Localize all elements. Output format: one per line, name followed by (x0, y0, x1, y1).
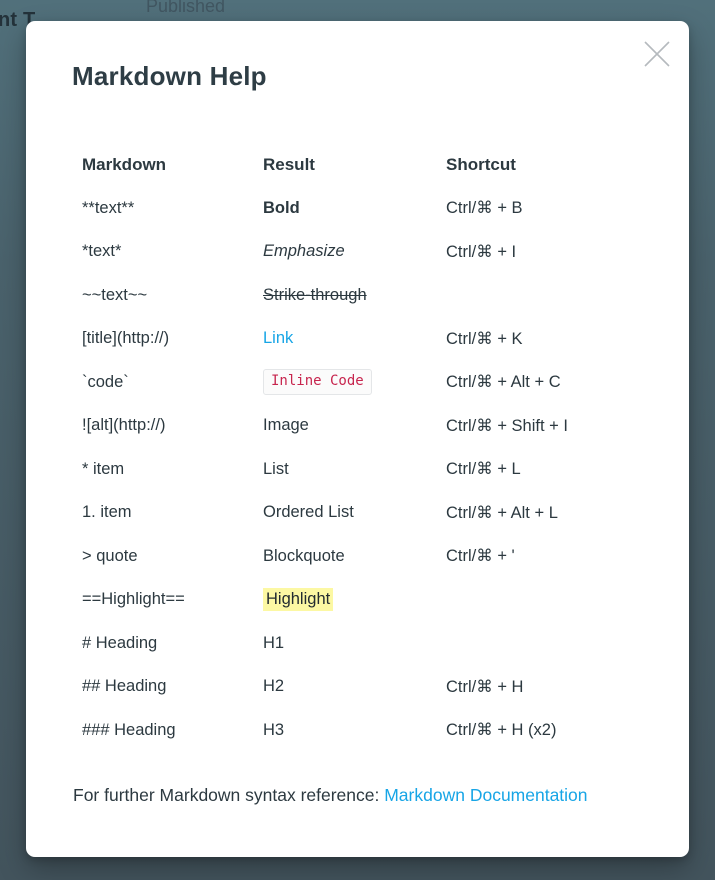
table-cell-shortcut: Ctrl/⌘ + H (446, 665, 652, 709)
shortcut-keys: Ctrl/⌘ + H (446, 677, 524, 696)
shortcut-keys: Ctrl/⌘ + B (446, 199, 523, 218)
markdown-syntax: ## Heading (82, 677, 167, 696)
footer-note: For further Markdown syntax reference: M… (73, 785, 588, 806)
markdown-syntax: > quote (82, 546, 138, 565)
table-cell-result: H2 (263, 665, 446, 709)
table-cell-shortcut: Ctrl/⌘ + H (x2) (446, 709, 652, 753)
table-cell-shortcut: Ctrl/⌘ + B (446, 187, 652, 231)
shortcut-keys: Ctrl/⌘ + Shift + I (446, 416, 568, 435)
table-cell-shortcut: Ctrl/⌘ + Alt + L (446, 491, 652, 535)
result-sample-plain: Blockquote (263, 546, 345, 565)
result-sample-italic: Emphasize (263, 242, 345, 261)
table-cell-result: Inline Code (263, 361, 446, 405)
table-cell-result: Highlight (263, 578, 446, 622)
table-cell-shortcut: Ctrl/⌘ + ' (446, 535, 652, 579)
table-cell-result: Blockquote (263, 535, 446, 579)
shortcut-keys: Ctrl/⌘ + L (446, 460, 521, 479)
close-icon (643, 40, 671, 68)
shortcut-keys: Ctrl/⌘ + I (446, 242, 517, 261)
table-cell-markdown: # Heading (82, 622, 263, 666)
table-cell-shortcut: Ctrl/⌘ + Shift + I (446, 404, 652, 448)
table-cell-shortcut (446, 578, 652, 622)
result-sample-bold: Bold (263, 198, 300, 217)
table-cell-markdown: ### Heading (82, 709, 263, 753)
result-sample-plain: List (263, 459, 289, 478)
table-cell-shortcut: Ctrl/⌘ + Alt + C (446, 361, 652, 405)
table-cell-markdown: 1. item (82, 491, 263, 535)
table-cell-markdown: * item (82, 448, 263, 492)
table-cell-result: Strike-through (263, 274, 446, 318)
markdown-syntax: # Heading (82, 633, 158, 652)
result-sample-plain: H3 (263, 720, 285, 739)
table-cell-markdown: *text* (82, 230, 263, 274)
table-cell-result: H3 (263, 709, 446, 753)
table-cell-result: Link (263, 317, 446, 361)
table-cell-markdown: ![alt](http://) (82, 404, 263, 448)
shortcut-keys: Ctrl/⌘ + K (446, 329, 523, 348)
result-sample-plain: H2 (263, 677, 285, 696)
modal-title: Markdown Help (72, 61, 267, 91)
table-cell-shortcut: Ctrl/⌘ + I (446, 230, 652, 274)
table-cell-result: Ordered List (263, 491, 446, 535)
result-sample-code: Inline Code (263, 369, 372, 396)
column-header-result: Result (263, 154, 315, 174)
table-cell-markdown: [title](http://) (82, 317, 263, 361)
column-header-shortcut: Shortcut (446, 154, 516, 174)
result-sample-link: Link (263, 329, 294, 348)
shortcut-keys: Ctrl/⌘ + Alt + L (446, 503, 558, 522)
shortcut-keys: Ctrl/⌘ + H (x2) (446, 721, 557, 740)
markdown-documentation-link[interactable]: Markdown Documentation (384, 785, 588, 805)
table-cell-result: Image (263, 404, 446, 448)
table-cell-markdown: `code` (82, 361, 263, 405)
markdown-syntax: **text** (82, 198, 135, 217)
markdown-syntax: * item (82, 459, 125, 478)
table-cell-result: List (263, 448, 446, 492)
markdown-syntax: 1. item (82, 503, 132, 522)
table-cell-markdown: ## Heading (82, 665, 263, 709)
shortcut-keys: Ctrl/⌘ + ' (446, 547, 515, 566)
table-cell-markdown: ~~text~~ (82, 274, 263, 318)
footer-text: For further Markdown syntax reference: (73, 785, 385, 805)
table-cell-shortcut: Ctrl/⌘ + K (446, 317, 652, 361)
table-cell-markdown: **text** (82, 187, 263, 231)
table-cell-shortcut (446, 622, 652, 666)
markdown-syntax: ~~text~~ (82, 285, 148, 304)
table-cell-result: H1 (263, 622, 446, 666)
close-button[interactable] (643, 40, 671, 68)
markdown-syntax: ### Heading (82, 720, 176, 739)
result-sample-plain: H1 (263, 633, 285, 652)
table-cell-shortcut (446, 274, 652, 318)
table-cell-markdown: > quote (82, 535, 263, 579)
table-cell-markdown: ==Highlight== (82, 578, 263, 622)
background-published-label: Published (146, 0, 226, 16)
table-cell-result: Bold (263, 187, 446, 231)
result-sample-plain: Image (263, 416, 309, 435)
shortcut-keys: Ctrl/⌘ + Alt + C (446, 373, 561, 392)
markdown-syntax: `code` (82, 372, 129, 391)
markdown-help-modal: Markdown Help Markdown Result Shortcut *… (26, 21, 689, 857)
markdown-syntax: ![alt](http://) (82, 416, 166, 435)
table-cell-shortcut: Ctrl/⌘ + L (446, 448, 652, 492)
markdown-syntax: ==Highlight== (82, 590, 185, 609)
result-sample-strike: Strike-through (263, 285, 367, 304)
result-sample-highlight: Highlight (263, 588, 334, 612)
markdown-syntax: *text* (82, 242, 122, 261)
column-header-markdown: Markdown (82, 154, 167, 174)
table-cell-result: Emphasize (263, 230, 446, 274)
markdown-help-table: Markdown Result Shortcut **text** Bold Ctr… (82, 143, 652, 752)
result-sample-plain: Ordered List (263, 503, 354, 522)
markdown-syntax: [title](http://) (82, 329, 170, 348)
